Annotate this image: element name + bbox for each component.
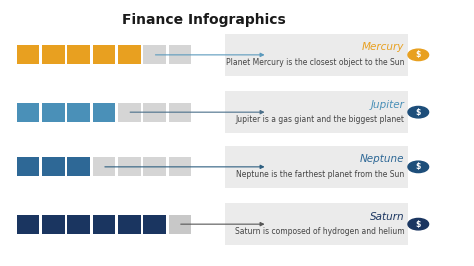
Text: Neptune is the farthest planet from the Sun: Neptune is the farthest planet from the … <box>236 170 404 179</box>
Circle shape <box>408 161 428 173</box>
Circle shape <box>408 218 428 230</box>
FancyBboxPatch shape <box>225 91 408 133</box>
FancyBboxPatch shape <box>169 103 191 122</box>
FancyBboxPatch shape <box>225 146 408 188</box>
FancyBboxPatch shape <box>42 45 64 64</box>
Text: $: $ <box>416 162 421 171</box>
FancyBboxPatch shape <box>118 45 140 64</box>
Text: Saturn: Saturn <box>370 212 404 222</box>
FancyBboxPatch shape <box>17 103 39 122</box>
FancyBboxPatch shape <box>93 45 115 64</box>
Text: Planet Mercury is the closest object to the Sun: Planet Mercury is the closest object to … <box>226 58 404 67</box>
FancyBboxPatch shape <box>143 45 166 64</box>
FancyBboxPatch shape <box>67 103 90 122</box>
FancyBboxPatch shape <box>93 215 115 234</box>
FancyBboxPatch shape <box>93 157 115 176</box>
FancyBboxPatch shape <box>169 215 191 234</box>
Text: Neptune: Neptune <box>360 154 404 164</box>
FancyBboxPatch shape <box>42 215 64 234</box>
FancyBboxPatch shape <box>143 215 166 234</box>
Circle shape <box>408 106 428 118</box>
Text: Mercury: Mercury <box>362 42 404 52</box>
Circle shape <box>408 49 428 61</box>
Text: Jupiter is a gas giant and the biggest planet: Jupiter is a gas giant and the biggest p… <box>235 115 404 124</box>
FancyBboxPatch shape <box>169 45 191 64</box>
FancyBboxPatch shape <box>143 103 166 122</box>
FancyBboxPatch shape <box>67 45 90 64</box>
FancyBboxPatch shape <box>93 103 115 122</box>
Text: Saturn is composed of hydrogen and helium: Saturn is composed of hydrogen and heliu… <box>235 227 404 236</box>
FancyBboxPatch shape <box>42 103 64 122</box>
FancyBboxPatch shape <box>67 157 90 176</box>
FancyBboxPatch shape <box>67 215 90 234</box>
FancyBboxPatch shape <box>42 157 64 176</box>
FancyBboxPatch shape <box>225 34 408 76</box>
FancyBboxPatch shape <box>118 157 140 176</box>
Text: $: $ <box>416 108 421 117</box>
Text: $: $ <box>416 220 421 229</box>
FancyBboxPatch shape <box>169 157 191 176</box>
Text: $: $ <box>416 50 421 59</box>
FancyBboxPatch shape <box>17 45 39 64</box>
FancyBboxPatch shape <box>143 157 166 176</box>
FancyBboxPatch shape <box>17 157 39 176</box>
FancyBboxPatch shape <box>225 203 408 245</box>
FancyBboxPatch shape <box>17 215 39 234</box>
FancyBboxPatch shape <box>118 103 140 122</box>
Text: Jupiter: Jupiter <box>370 100 404 110</box>
Text: Finance Infographics: Finance Infographics <box>122 13 286 27</box>
FancyBboxPatch shape <box>118 215 140 234</box>
